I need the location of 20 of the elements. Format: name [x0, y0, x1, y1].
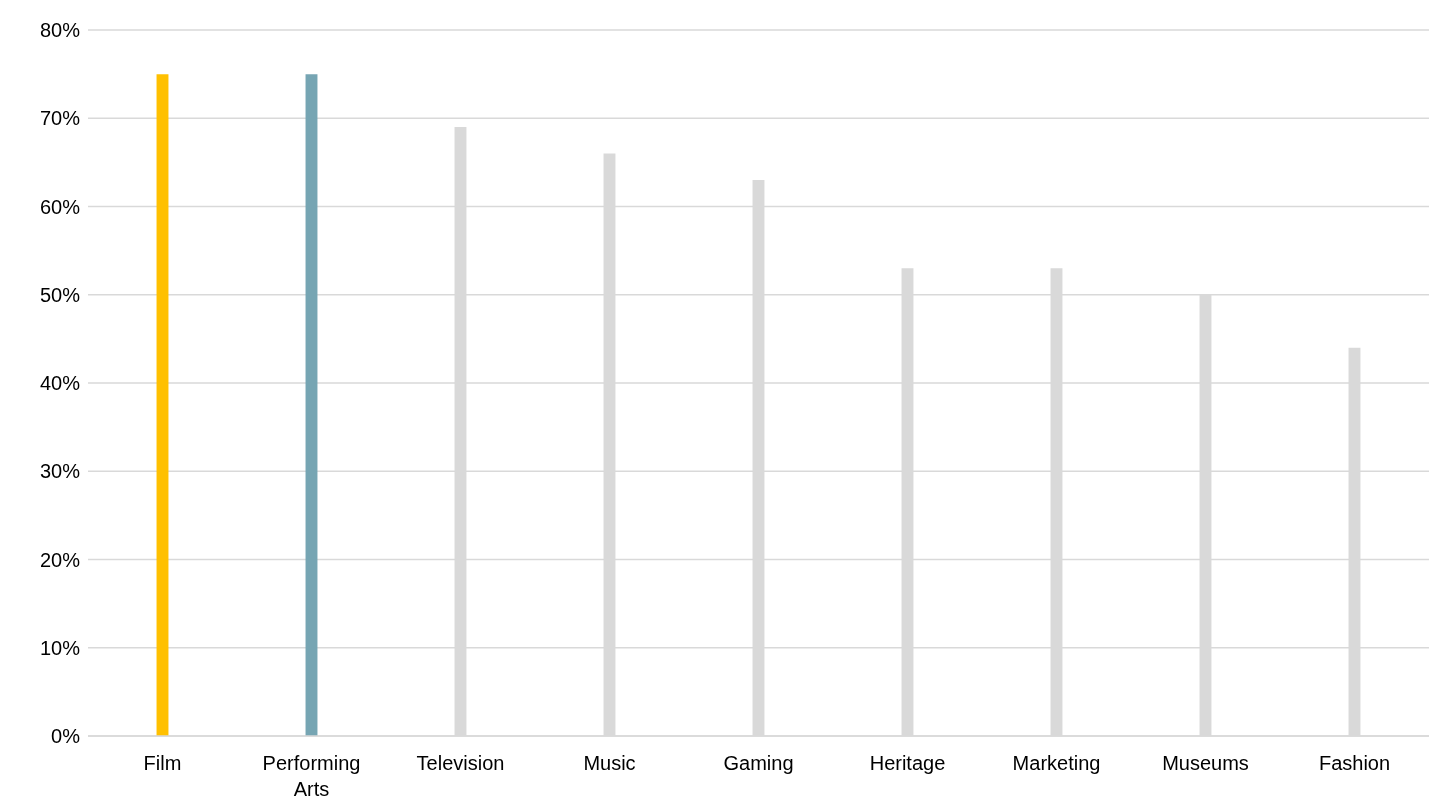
x-tick-label: Heritage: [869, 752, 946, 774]
x-tick-label: Fashion: [1318, 752, 1391, 774]
y-tick-label: 80%: [39, 19, 81, 42]
y-tick-label: 50%: [39, 283, 81, 306]
bar: [156, 74, 169, 736]
x-tick-label: Performing Arts: [262, 752, 361, 800]
y-tick-label: 60%: [39, 195, 81, 218]
x-tick-label: Museums: [1162, 752, 1249, 774]
y-tick-label: 70%: [39, 107, 81, 130]
x-tick-label: Film: [143, 752, 182, 774]
bar: [305, 74, 318, 736]
y-tick-label: 0%: [51, 725, 81, 748]
x-tick-label: Marketing: [1012, 752, 1101, 774]
y-tick-label: 30%: [39, 460, 81, 483]
x-tick-label: Music: [583, 752, 636, 774]
y-tick-label: 20%: [39, 548, 81, 571]
y-tick-label: 10%: [39, 636, 81, 659]
y-tick-label: 40%: [39, 372, 81, 395]
x-tick-label: Gaming: [723, 752, 794, 774]
x-tick-label: Television: [416, 752, 505, 774]
